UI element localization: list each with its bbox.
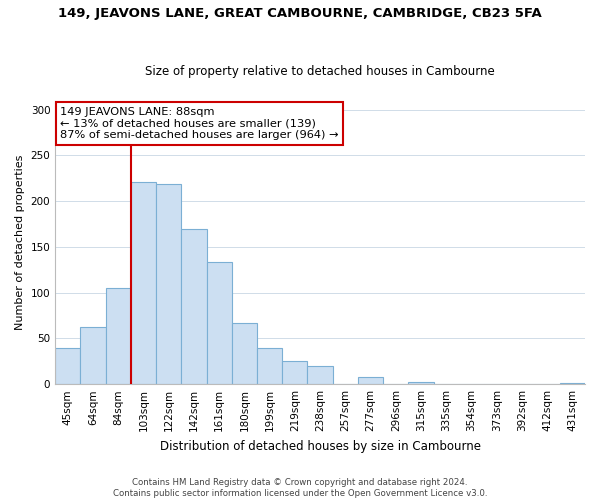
Bar [232, 323, 257, 384]
Bar [409, 382, 434, 384]
Bar [206, 262, 232, 384]
Bar [257, 348, 282, 384]
Bar [55, 348, 80, 384]
Title: Size of property relative to detached houses in Cambourne: Size of property relative to detached ho… [145, 66, 495, 78]
Bar [131, 182, 156, 384]
Bar [80, 326, 106, 384]
Text: Contains HM Land Registry data © Crown copyright and database right 2024.
Contai: Contains HM Land Registry data © Crown c… [113, 478, 487, 498]
Bar [106, 288, 131, 384]
Y-axis label: Number of detached properties: Number of detached properties [15, 154, 25, 330]
Bar [358, 377, 383, 384]
Bar [181, 228, 206, 384]
Bar [307, 366, 332, 384]
Bar [156, 184, 181, 384]
Text: 149 JEAVONS LANE: 88sqm
← 13% of detached houses are smaller (139)
87% of semi-d: 149 JEAVONS LANE: 88sqm ← 13% of detache… [60, 107, 339, 140]
X-axis label: Distribution of detached houses by size in Cambourne: Distribution of detached houses by size … [160, 440, 481, 452]
Bar [282, 362, 307, 384]
Text: 149, JEAVONS LANE, GREAT CAMBOURNE, CAMBRIDGE, CB23 5FA: 149, JEAVONS LANE, GREAT CAMBOURNE, CAMB… [58, 8, 542, 20]
